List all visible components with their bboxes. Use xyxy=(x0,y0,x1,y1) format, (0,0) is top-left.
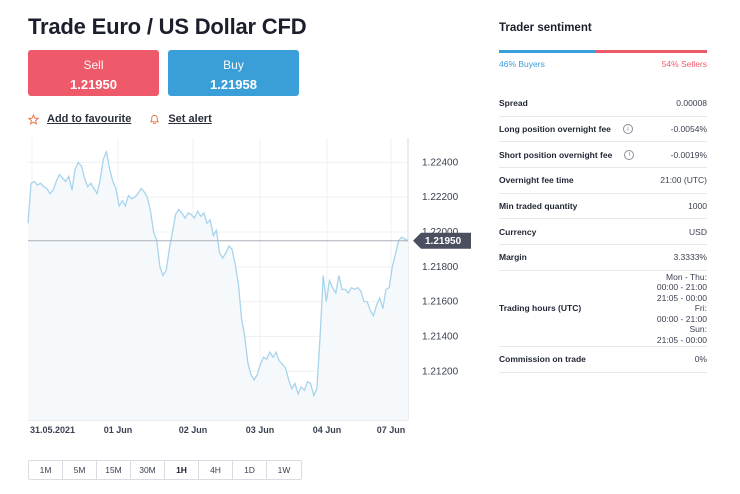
info-key-label: Overnight fee time xyxy=(499,175,574,186)
current-price-tag: 1.21950 xyxy=(413,232,471,249)
add-to-favourite-label: Add to favourite xyxy=(47,113,132,125)
info-key-label: Currency xyxy=(499,226,537,237)
y-tick-label: 1.21200 xyxy=(422,366,459,377)
info-value: -0.0019% xyxy=(670,149,707,160)
timeframe-5m-button[interactable]: 5M xyxy=(63,461,97,479)
x-tick-label: 03 Jun xyxy=(246,425,275,435)
add-to-favourite-link[interactable]: Add to favourite xyxy=(28,113,131,125)
bell-icon xyxy=(150,114,160,124)
info-row: Min traded quantity 1000 xyxy=(499,194,707,220)
star-icon xyxy=(28,113,39,125)
info-row: Short position overnight fee i -0.0019% xyxy=(499,142,707,169)
info-key-label: Short position overnight fee xyxy=(499,149,613,160)
sellers-label: 54% Sellers xyxy=(661,59,707,69)
info-value: Mon - Thu: 00:00 - 21:00 21:05 - 00:00 F… xyxy=(656,271,707,345)
sentiment-title: Trader sentiment xyxy=(499,22,592,34)
timeframe-1w-button[interactable]: 1W xyxy=(277,465,291,475)
sell-price: 1.21950 xyxy=(70,77,117,92)
info-key: Margin xyxy=(499,252,527,262)
x-tick-label: 02 Jun xyxy=(179,425,208,435)
buy-button[interactable]: Buy 1.21958 xyxy=(168,50,299,96)
info-key: Currency xyxy=(499,227,536,237)
info-value: 0% xyxy=(694,354,707,365)
info-row: Spread 0.00008 xyxy=(499,91,707,117)
page-title: Trade Euro / US Dollar CFD xyxy=(28,14,307,39)
info-key: Commission on trade xyxy=(499,354,586,364)
sell-button[interactable]: Sell 1.21950 xyxy=(28,50,159,96)
info-row: Trading hours (UTC) Mon - Thu: 00:00 - 21… xyxy=(499,271,707,347)
timeframe-selector: 1M 5M 15M 30M 1H 4H 1D 1W xyxy=(28,460,302,480)
timeframe-1m-button[interactable]: 1M xyxy=(29,461,63,479)
timeframe-15m-button[interactable]: 15M xyxy=(97,461,131,479)
info-row: Long position overnight fee i -0.0054% xyxy=(499,117,707,143)
info-key: Long position overnight fee i xyxy=(499,124,633,135)
info-row: Commission on trade 0% xyxy=(499,347,707,373)
info-value: 21:00 (UTC) xyxy=(660,175,707,186)
info-key-label: Commission on trade xyxy=(499,354,586,365)
info-key: Spread xyxy=(499,98,528,108)
info-value: 3.3333% xyxy=(673,252,707,263)
sell-label: Sell xyxy=(83,58,104,72)
info-value: 1000 xyxy=(688,201,707,212)
trader-sentiment: Trader sentiment 46% Buyers 54% Sellers xyxy=(499,22,707,69)
info-icon[interactable]: i xyxy=(622,124,633,135)
y-tick-label: 1.22400 xyxy=(422,157,459,168)
buyers-bar xyxy=(499,50,595,53)
info-icon[interactable]: i xyxy=(624,149,635,160)
sellers-bar xyxy=(594,50,707,53)
info-key-label: Spread xyxy=(499,98,528,109)
info-key-label: Trading hours (UTC) xyxy=(499,303,582,314)
sentiment-bar xyxy=(499,50,707,53)
y-tick-label: 1.21400 xyxy=(422,331,459,342)
info-value: USD xyxy=(689,226,707,237)
x-tick-label: 31.05.2021 xyxy=(30,425,75,435)
info-row: Margin 3.3333% xyxy=(499,245,707,271)
set-alert-link[interactable]: Set alert xyxy=(149,113,212,125)
y-tick-label: 1.21600 xyxy=(422,297,459,308)
info-key-label: Long position overnight fee xyxy=(499,124,611,135)
instrument-info-table: Spread 0.00008 Long position overnight fee… xyxy=(499,91,707,373)
x-tick-label: 07 Jun xyxy=(377,425,406,435)
y-tick-label: 1.21800 xyxy=(422,262,459,273)
y-tick-label: 1.22000 xyxy=(422,227,459,238)
price-chart[interactable]: 1.22400 1.22200 1.22000 1.21800 1.21600 1.214… xyxy=(0,130,480,440)
x-tick-label: 01 Jun xyxy=(104,425,133,435)
info-key: Overnight fee time xyxy=(499,175,574,185)
info-key-label: Margin xyxy=(499,252,527,263)
x-tick-label: 04 Jun xyxy=(313,425,342,435)
y-tick-label: 1.22200 xyxy=(422,192,459,203)
info-row: Overnight fee time 21:00 (UTC) xyxy=(499,168,707,194)
info-key: Trading hours (UTC) xyxy=(499,303,581,313)
info-key: Min traded quantity xyxy=(499,201,577,211)
timeframe-4h-button[interactable]: 4H xyxy=(199,461,233,479)
price-line xyxy=(27,149,409,398)
timeframe-1h-button[interactable]: 1H xyxy=(165,461,199,479)
buyers-label: 46% Buyers xyxy=(499,59,545,69)
timeframe-30m-button[interactable]: 30M xyxy=(131,461,165,479)
info-key: Short position overnight fee i xyxy=(499,149,635,160)
info-value: 0.00008 xyxy=(676,98,707,109)
current-price-label: 1.21950 xyxy=(425,236,462,247)
price-area xyxy=(28,151,408,420)
set-alert-label: Set alert xyxy=(168,113,212,125)
buy-price: 1.21958 xyxy=(210,77,257,92)
buy-label: Buy xyxy=(223,58,244,72)
info-value: -0.0054% xyxy=(670,124,707,135)
timeframe-1d-button[interactable]: 1D xyxy=(233,461,267,479)
instrument-actions: Add to favourite Set alert xyxy=(28,113,230,125)
info-key-label: Min traded quantity xyxy=(499,201,578,212)
info-row: Currency USD xyxy=(499,219,707,246)
